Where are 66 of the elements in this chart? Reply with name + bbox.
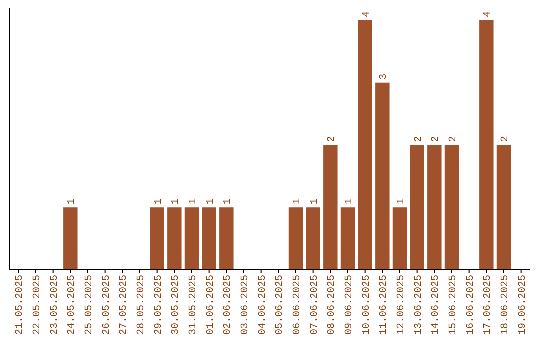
data-label: 1 xyxy=(223,198,234,205)
x-tick-label: 01.06.2025 xyxy=(206,275,217,336)
data-label: 1 xyxy=(292,198,304,205)
x-tick-label: 03.06.2025 xyxy=(240,275,252,336)
bar xyxy=(444,145,460,270)
bar xyxy=(496,145,512,270)
x-tick-label: 24.05.2025 xyxy=(67,275,78,336)
data-label: 3 xyxy=(379,74,390,80)
bar xyxy=(306,208,320,270)
data-label: 2 xyxy=(448,136,460,142)
bar xyxy=(480,20,494,270)
x-tick-label: 22.05.2025 xyxy=(32,275,44,336)
bar xyxy=(410,145,424,270)
x-tick-label: 02.06.2025 xyxy=(223,275,234,336)
bar xyxy=(288,208,304,270)
bar xyxy=(340,208,356,270)
x-tick-label: 11.06.2025 xyxy=(379,275,390,336)
x-tick-label: 13.06.2025 xyxy=(414,275,425,336)
bar xyxy=(202,208,216,270)
bar xyxy=(358,20,372,270)
bar xyxy=(392,208,408,270)
x-tick-label: 29.05.2025 xyxy=(154,275,165,336)
data-label: 2 xyxy=(431,136,442,142)
x-tick-label: 19.06.2025 xyxy=(518,275,529,336)
x-tick-label: 23.05.2025 xyxy=(50,275,61,336)
data-label: 1 xyxy=(171,198,182,205)
data-label: 1 xyxy=(310,198,321,205)
data-label: 1 xyxy=(188,198,200,205)
x-tick-label: 07.06.2025 xyxy=(310,275,321,336)
x-tick-label: 26.05.2025 xyxy=(102,275,113,336)
data-label: 1 xyxy=(154,198,165,205)
x-tick-label: 15.06.2025 xyxy=(448,275,460,336)
data-label: 1 xyxy=(344,198,356,205)
x-tick-label: 30.05.2025 xyxy=(171,275,182,336)
bar xyxy=(64,208,78,270)
data-label: 2 xyxy=(414,136,425,142)
x-tick-label: 18.06.2025 xyxy=(500,275,512,336)
x-tick-label: 06.06.2025 xyxy=(292,275,304,336)
bar xyxy=(220,208,234,270)
bar xyxy=(150,208,164,270)
data-label: 2 xyxy=(500,136,512,142)
bar xyxy=(324,145,338,270)
x-tick-label: 14.06.2025 xyxy=(431,275,442,336)
bar xyxy=(428,145,442,270)
x-tick-label: 17.06.2025 xyxy=(483,275,494,336)
x-tick-label: 12.06.2025 xyxy=(396,275,408,336)
x-tick-label: 10.06.2025 xyxy=(362,275,373,336)
x-tick-label: 21.05.2025 xyxy=(15,275,26,336)
x-tick-label: 04.06.2025 xyxy=(258,275,269,336)
x-tick-label: 16.06.2025 xyxy=(466,275,477,336)
x-tick-label: 31.05.2025 xyxy=(188,275,200,336)
x-tick-label: 05.06.2025 xyxy=(275,275,286,336)
data-label: 4 xyxy=(483,11,494,18)
bar xyxy=(376,82,390,270)
bar xyxy=(184,208,200,270)
data-label: 1 xyxy=(206,198,217,205)
data-label: 4 xyxy=(362,11,373,18)
x-tick-label: 25.05.2025 xyxy=(84,275,96,336)
x-tick-label: 08.06.2025 xyxy=(327,275,338,336)
data-label: 2 xyxy=(327,136,338,142)
x-tick-label: 09.06.2025 xyxy=(344,275,356,336)
x-tick-label: 27.05.2025 xyxy=(119,275,130,336)
bar xyxy=(168,208,182,270)
x-tick-label: 28.05.2025 xyxy=(136,275,148,336)
data-label: 1 xyxy=(67,198,78,205)
data-label: 1 xyxy=(396,198,408,205)
